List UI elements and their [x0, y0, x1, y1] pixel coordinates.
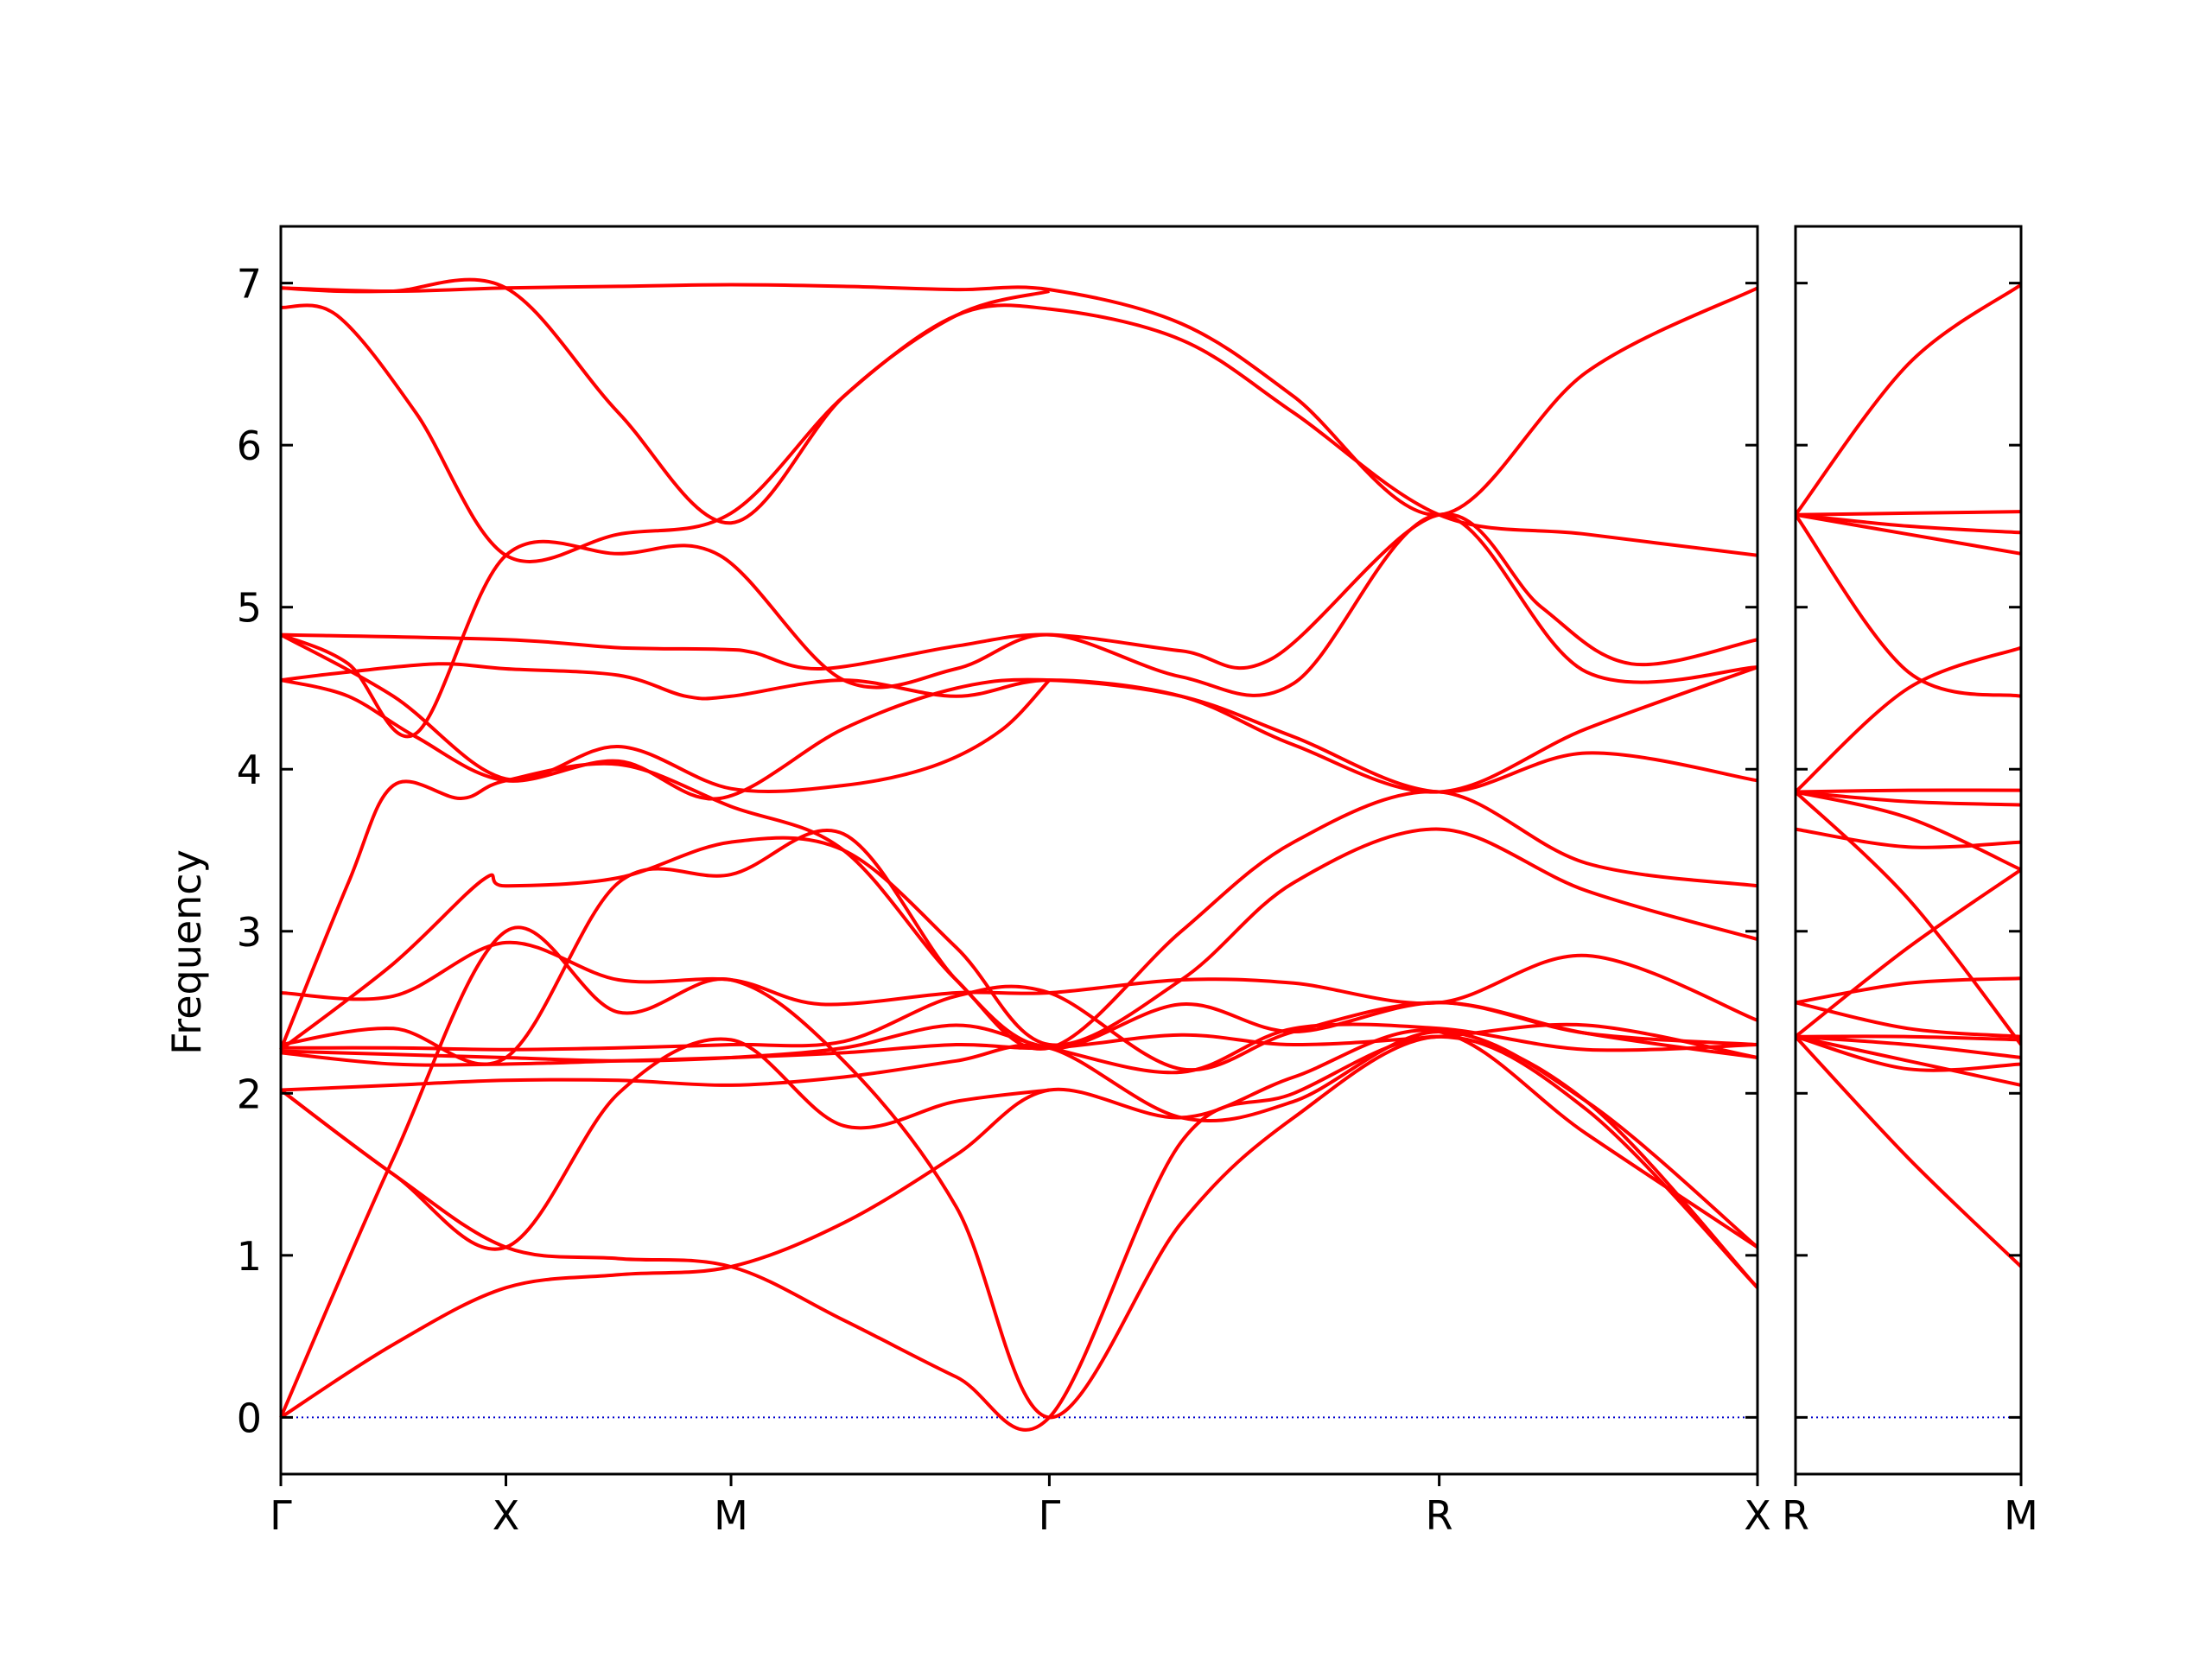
band-line-right-10	[1795, 827, 2022, 849]
band-line-right-14	[1795, 1001, 2022, 1039]
band-line-left-19	[279, 1028, 1759, 1420]
band-line-right-19	[1794, 1035, 2023, 1268]
band-line-right-16	[1795, 1034, 2022, 1059]
band-line-left-7	[280, 662, 1758, 794]
band-line-left-20	[279, 925, 1759, 1420]
y-tick-label: 5	[237, 585, 262, 632]
band-line-right-18	[1795, 1034, 2022, 1087]
band-line-left-4	[280, 512, 1758, 671]
band-line-right-11	[1794, 791, 2023, 1046]
x-tick-label: Γ	[270, 1492, 292, 1539]
band-line-right-9	[1795, 790, 2022, 872]
y-tick-label: 2	[237, 1071, 262, 1117]
band-line-left-16	[280, 1030, 1759, 1249]
band-line-right-5	[1794, 513, 2022, 698]
band-line-right-1	[1794, 283, 2023, 516]
axes-frame	[1794, 225, 2023, 1476]
band-line-right-13	[1794, 868, 2023, 1039]
y-tick-label: 4	[237, 747, 262, 793]
band-line-right-2	[1795, 510, 2022, 517]
band-line-right-3	[1795, 512, 2022, 535]
band-line-right-8	[1795, 790, 2022, 807]
x-tick-label: M	[714, 1492, 748, 1539]
band-line-left-14	[280, 1022, 1758, 1075]
band-line-right-6	[1794, 645, 2022, 793]
axes-frame	[279, 225, 1759, 1476]
x-tick-label: X	[493, 1492, 520, 1539]
band-line-left-10	[279, 827, 1758, 1052]
y-tick-label: 3	[237, 909, 262, 956]
band-line-left-8	[280, 632, 1051, 794]
band-line-right-15	[1795, 1034, 2022, 1042]
band-line-left-11	[280, 940, 1758, 1022]
band-line-right-17	[1795, 1034, 2022, 1072]
band-line-left-1	[280, 283, 1758, 517]
band-line-left-2	[280, 303, 1758, 563]
y-tick-label: 0	[237, 1395, 262, 1441]
y-tick-label: 7	[237, 261, 262, 308]
x-tick-label: R	[1426, 1492, 1453, 1539]
x-tick-label: M	[2004, 1492, 2038, 1539]
x-tick-label: X	[1744, 1492, 1771, 1539]
y-tick-label: 6	[237, 423, 262, 469]
band-line-left-9	[279, 761, 1758, 1051]
band-line-left-5	[280, 512, 1758, 739]
band-line-right-12	[1795, 976, 2022, 1005]
band-line-left-13	[280, 984, 1758, 1072]
y-axis-label: Frequency	[163, 849, 210, 1055]
band-line-right-7	[1795, 788, 2022, 794]
y-tick-label: 1	[237, 1233, 262, 1280]
band-line-left-17	[279, 1037, 1050, 1251]
x-tick-label: Γ	[1039, 1492, 1061, 1539]
left-panel: 0 1 2 3 4 5 6 7 Γ X M Γ R X	[237, 225, 1771, 1539]
x-tick-label: R	[1782, 1492, 1809, 1539]
band-line-right-4	[1795, 512, 2022, 556]
band-line-left-3	[280, 277, 1050, 525]
band-line-left-15	[280, 1022, 1758, 1067]
